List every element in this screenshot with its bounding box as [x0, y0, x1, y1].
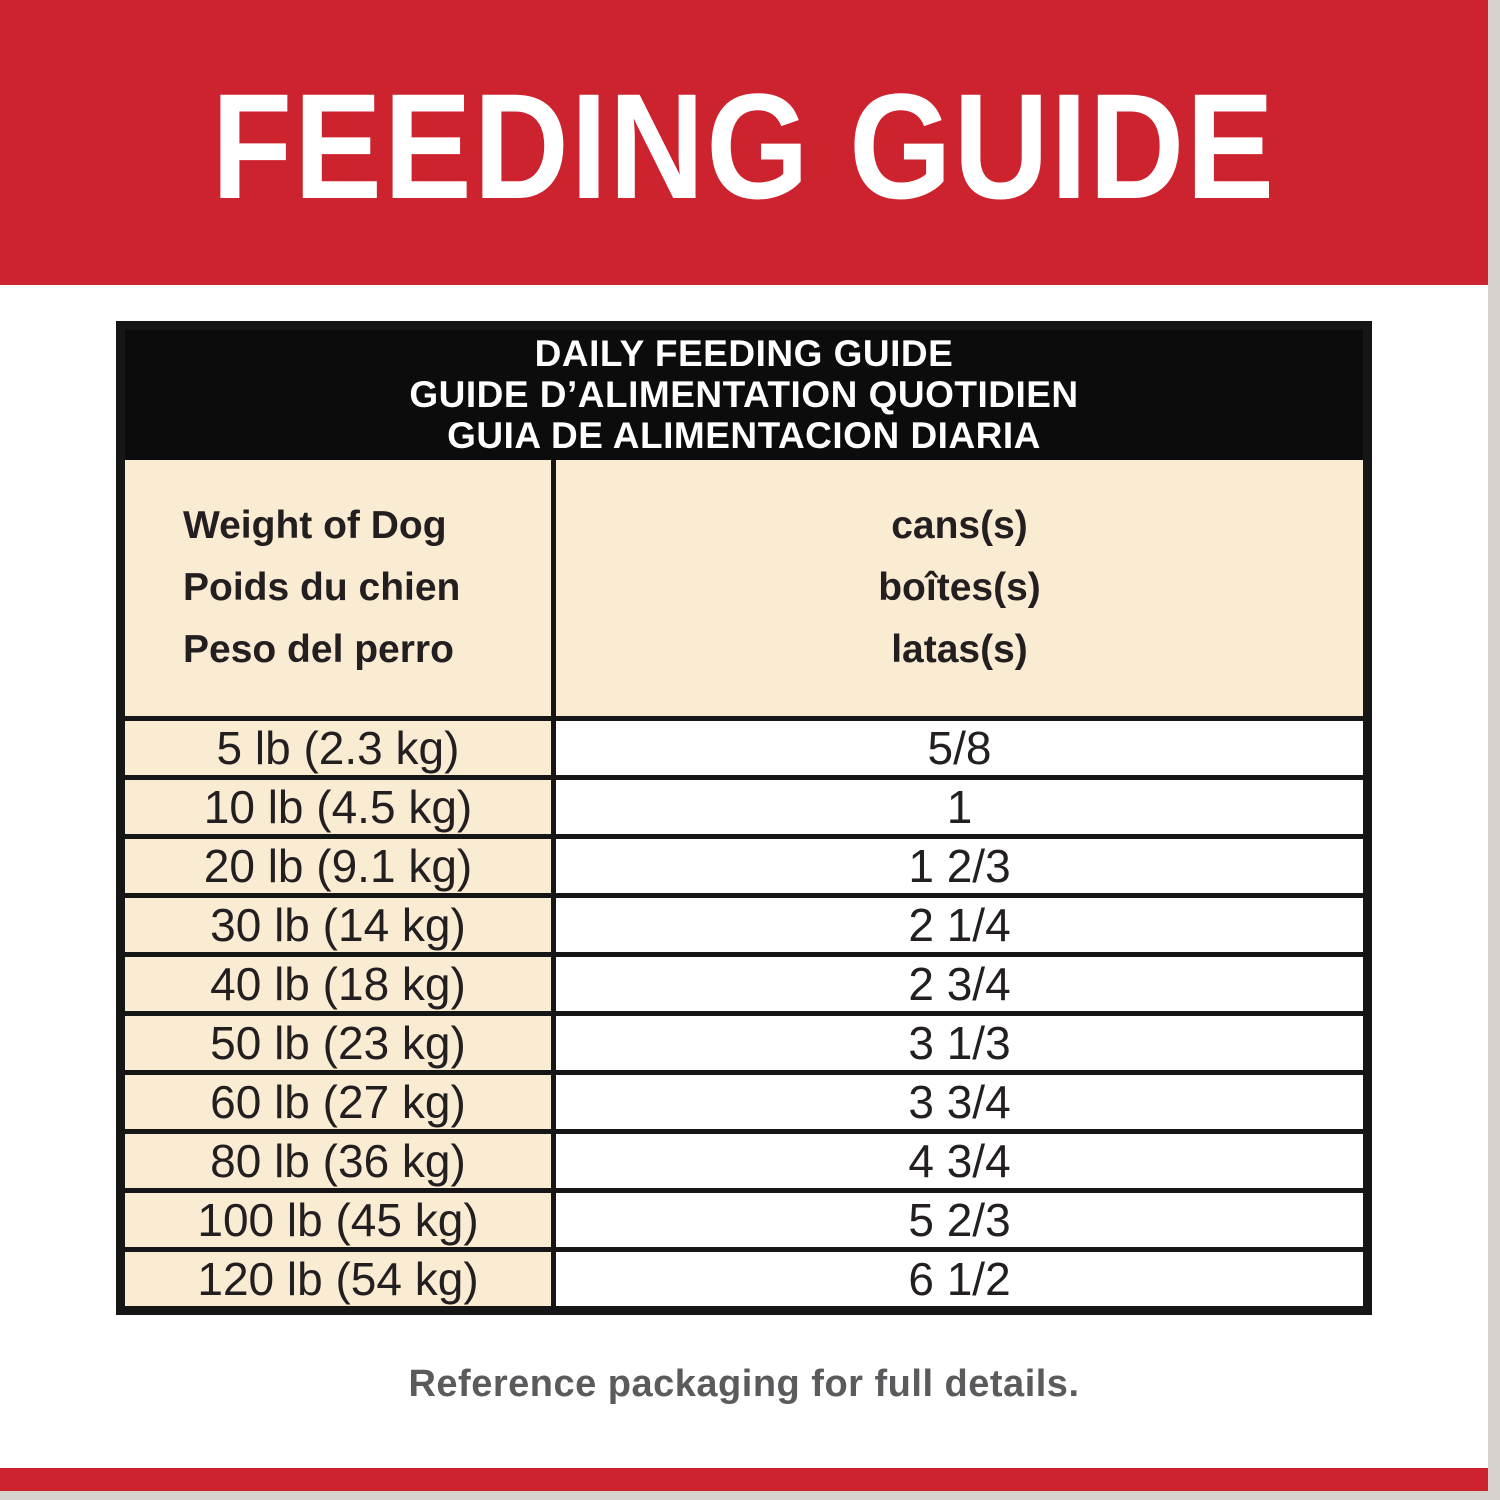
footer-note: Reference packaging for full details.: [408, 1362, 1080, 1405]
cans-header-line-en: cans(s): [891, 503, 1028, 547]
weight-cell: 30 lb (14 kg): [120, 892, 556, 954]
page-title: FEEDING GUIDE: [211, 62, 1277, 230]
table-row: 80 lb (36 kg) 4 3/4: [120, 1128, 1368, 1190]
table-row: 10 lb (4.5 kg) 1: [120, 774, 1368, 836]
weight-header-line-es: Peso del perro: [183, 627, 454, 671]
feeding-table-body: 5 lb (2.3 kg) 5/8 10 lb (4.5 kg) 1 20 lb…: [120, 715, 1368, 1310]
cans-header-line-fr: boîtes(s): [878, 565, 1041, 609]
table-row: 120 lb (54 kg) 6 1/2: [120, 1246, 1368, 1310]
cans-cell: 4 3/4: [553, 1128, 1368, 1190]
weight-cell: 100 lb (45 kg): [120, 1187, 556, 1249]
table-row: 40 lb (18 kg) 2 3/4: [120, 951, 1368, 1013]
column-header-row: Weight of Dog Poids du chien Peso del pe…: [120, 460, 1368, 718]
cans-column-header: cans(s) boîtes(s) latas(s): [553, 460, 1368, 718]
weight-cell: 50 lb (23 kg): [120, 1010, 556, 1072]
table-row: 20 lb (9.1 kg) 1 2/3: [120, 833, 1368, 895]
cans-cell: 5/8: [553, 715, 1368, 777]
cans-header-line-es: latas(s): [891, 627, 1028, 671]
table-row: 60 lb (27 kg) 3 3/4: [120, 1069, 1368, 1131]
table-row: 30 lb (14 kg) 2 1/4: [120, 892, 1368, 954]
weight-cell: 120 lb (54 kg): [120, 1246, 556, 1310]
weight-cell: 20 lb (9.1 kg): [120, 833, 556, 895]
weight-cell: 10 lb (4.5 kg): [120, 774, 556, 836]
table-title-line-fr: GUIDE D’ALIMENTATION QUOTIDIEN: [409, 374, 1079, 415]
weight-cell: 60 lb (27 kg): [120, 1069, 556, 1131]
table-row: 50 lb (23 kg) 3 1/3: [120, 1010, 1368, 1072]
cans-cell: 5 2/3: [553, 1187, 1368, 1249]
cans-cell: 3 3/4: [553, 1069, 1368, 1131]
weight-header-line-fr: Poids du chien: [183, 565, 461, 609]
table-title-line-es: GUIA DE ALIMENTACION DIARIA: [447, 415, 1041, 456]
content-area: DAILY FEEDING GUIDE GUIDE D’ALIMENTATION…: [0, 285, 1488, 1406]
cans-cell: 1: [553, 774, 1368, 836]
page-edge-bottom: [0, 1491, 1500, 1500]
table-title: DAILY FEEDING GUIDE GUIDE D’ALIMENTATION…: [120, 325, 1368, 460]
table-title-row: DAILY FEEDING GUIDE GUIDE D’ALIMENTATION…: [120, 325, 1368, 460]
table-row: 5 lb (2.3 kg) 5/8: [120, 715, 1368, 777]
bottom-red-strip: [0, 1468, 1488, 1491]
weight-cell: 80 lb (36 kg): [120, 1128, 556, 1190]
cans-cell: 1 2/3: [553, 833, 1368, 895]
cans-cell: 3 1/3: [553, 1010, 1368, 1072]
weight-column-header: Weight of Dog Poids du chien Peso del pe…: [120, 460, 556, 718]
cans-cell: 2 1/4: [553, 892, 1368, 954]
table-title-line-en: DAILY FEEDING GUIDE: [534, 333, 954, 374]
weight-cell: 40 lb (18 kg): [120, 951, 556, 1013]
table-row: 100 lb (45 kg) 5 2/3: [120, 1187, 1368, 1249]
cans-cell: 6 1/2: [553, 1246, 1368, 1310]
feeding-table: DAILY FEEDING GUIDE GUIDE D’ALIMENTATION…: [116, 321, 1372, 1315]
header-banner: FEEDING GUIDE: [0, 0, 1488, 285]
cans-cell: 2 3/4: [553, 951, 1368, 1013]
weight-header-line-en: Weight of Dog: [183, 503, 447, 547]
weight-cell: 5 lb (2.3 kg): [120, 715, 556, 777]
page-edge-right: [1488, 0, 1500, 1500]
